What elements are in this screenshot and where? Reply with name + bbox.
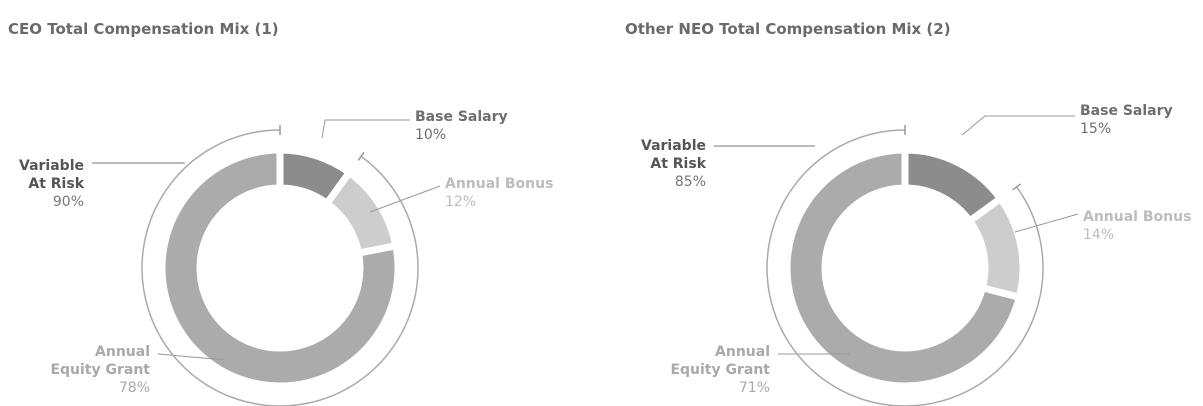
category-label: Annual Equity Grant: [50, 344, 150, 378]
leader-line: [1014, 213, 1079, 233]
chart-title: CEO Total Compensation Mix (1): [8, 20, 279, 38]
category-label: Annual Bonus: [445, 176, 554, 192]
variable-bracket: [766, 129, 1044, 406]
chart-title: Other NEO Total Compensation Mix (2): [625, 20, 951, 38]
annotation-text: Variable At Risk: [19, 158, 84, 192]
annotation: Variable At Risk 90%: [0, 157, 84, 211]
value-label: 14%: [1083, 227, 1115, 243]
annotation-value: 85%: [674, 174, 706, 190]
value-label: 15%: [1080, 121, 1112, 137]
category-label: Annual Equity Grant: [670, 344, 770, 378]
category-label: Base Salary: [415, 109, 508, 125]
leader-line: [321, 119, 410, 139]
slice-label: Base Salary 15%: [1080, 102, 1203, 138]
value-label: 10%: [415, 127, 447, 143]
leader-line: [369, 185, 441, 213]
category-label: Annual Bonus: [1083, 209, 1192, 225]
bracket-tick: [1012, 183, 1022, 191]
donut-slice: [964, 193, 1027, 302]
slice-label: Annual Bonus 14%: [1083, 208, 1203, 244]
value-label: 12%: [445, 194, 477, 210]
bracket-tick: [357, 151, 365, 161]
donut-slice: [783, 146, 1024, 390]
annotation-value: 90%: [52, 194, 84, 210]
donut-slice: [158, 146, 402, 390]
variable-bracket: [141, 129, 419, 406]
value-label: 78%: [118, 380, 150, 396]
slice-label: Base Salary 10%: [415, 108, 615, 144]
donut-slice: [322, 167, 401, 258]
leader-line: [961, 115, 1075, 136]
slice-label: Annual Equity Grant 71%: [570, 343, 770, 397]
slice-label: Annual Bonus 12%: [445, 175, 645, 211]
annotation: Variable At Risk 85%: [506, 137, 706, 191]
category-label: Base Salary: [1080, 103, 1173, 119]
annotation-text: Variable At Risk: [641, 138, 706, 172]
leader-line: [157, 353, 226, 361]
slice-label: Annual Equity Grant 78%: [0, 343, 150, 397]
value-label: 71%: [738, 380, 770, 396]
